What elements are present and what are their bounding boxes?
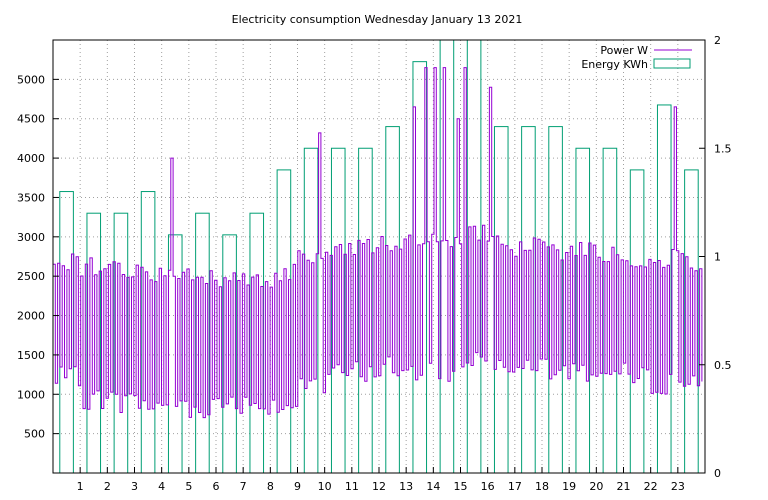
x-axis: 1 2 3 4 5 6 7 8 9 10 11 12 13 14 15 16 17 18 19 20 21 22 23 [77, 467, 685, 493]
x-tick-label: 19 [562, 480, 576, 493]
x-tick-label: 20 [589, 480, 603, 493]
y-left-tick-label: 4000 [17, 152, 45, 165]
y-left-tick-label: 2500 [17, 270, 45, 283]
x-tick-label: 9 [294, 480, 301, 493]
x-tick-label: 16 [481, 480, 495, 493]
y-right-tick-label: 2 [714, 34, 721, 47]
x-tick-label: 11 [345, 480, 359, 493]
y-left-tick-label: 5000 [17, 73, 45, 86]
energy-bar [222, 234, 237, 474]
x-tick-label: 18 [535, 480, 549, 493]
x-tick-label: 14 [426, 480, 440, 493]
y-right-tick-label: 1 [714, 251, 721, 264]
energy-bar [548, 126, 563, 474]
y-right-tick-label: 0.5 [714, 359, 732, 372]
plot-area [53, 39, 703, 474]
x-tick-label: 21 [617, 480, 631, 493]
x-tick-label: 3 [131, 480, 138, 493]
energy-bar [439, 39, 455, 474]
energy-bar [684, 169, 699, 474]
x-tick-label: 13 [399, 480, 413, 493]
y-left-tick-label: 2000 [17, 310, 45, 323]
x-tick-label: 23 [671, 480, 685, 493]
y-axis-left: 500 1000 1500 2000 2500 3000 3500 4000 4500 5000 [17, 73, 59, 441]
legend: Power W Energy KWh [581, 44, 692, 71]
y-right-tick-label: 1.5 [714, 142, 732, 155]
y-axis-right: 0 0.5 1 1.5 2 [699, 34, 732, 480]
x-tick-label: 5 [185, 480, 192, 493]
y-left-tick-label: 1500 [17, 349, 45, 362]
legend-label-energy: Energy KWh [581, 58, 648, 71]
x-tick-label: 6 [213, 480, 220, 493]
legend-label-power: Power W [600, 44, 648, 57]
x-tick-label: 15 [454, 480, 468, 493]
power-line [53, 67, 703, 419]
x-tick-label: 22 [644, 480, 658, 493]
y-right-tick-label: 0 [714, 467, 721, 480]
legend-swatch-energy [653, 58, 691, 69]
x-tick-label: 8 [267, 480, 274, 493]
chart-title: Electricity consumption Wednesday Januar… [232, 13, 523, 26]
x-tick-label: 2 [104, 480, 111, 493]
energy-bar [466, 39, 482, 474]
x-tick-label: 4 [158, 480, 165, 493]
x-tick-label: 17 [508, 480, 522, 493]
x-tick-label: 10 [318, 480, 332, 493]
y-left-tick-label: 1000 [17, 388, 45, 401]
x-tick-label: 1 [77, 480, 84, 493]
power-series [53, 67, 703, 419]
y-left-tick-label: 3500 [17, 191, 45, 204]
y-left-tick-label: 4500 [17, 113, 45, 126]
x-tick-label: 12 [372, 480, 386, 493]
y-left-tick-label: 3000 [17, 231, 45, 244]
y-left-tick-label: 500 [24, 428, 45, 441]
x-tick-label: 7 [240, 480, 247, 493]
